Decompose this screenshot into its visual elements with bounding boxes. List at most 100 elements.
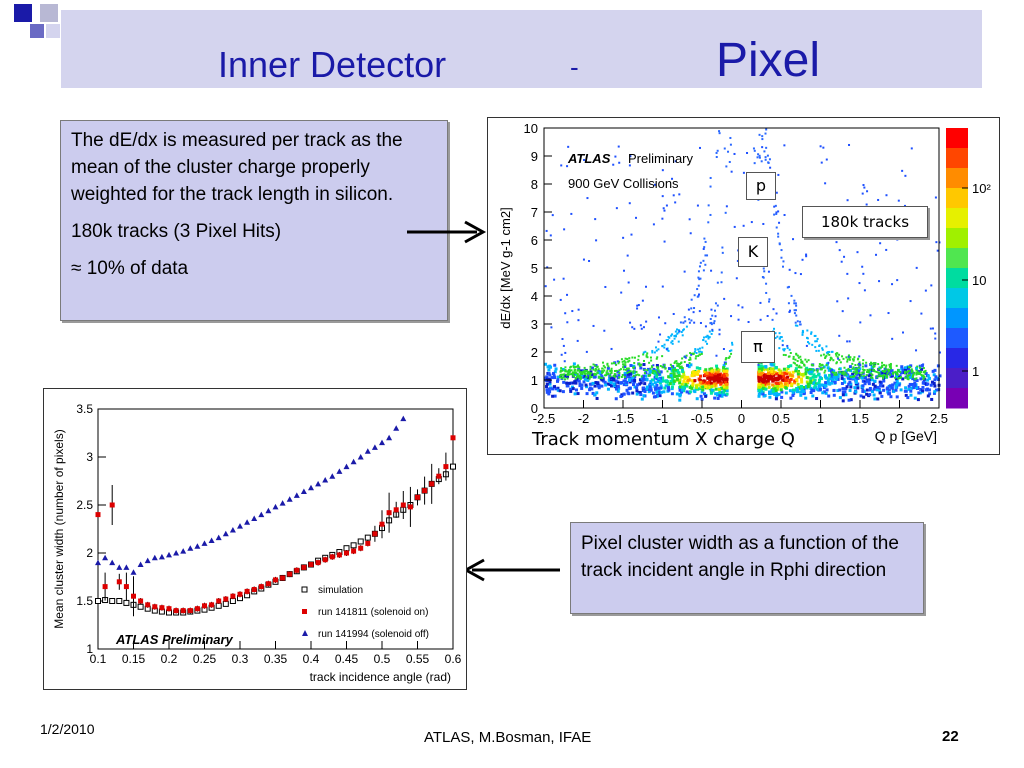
dedx-heat-point bbox=[714, 309, 717, 312]
dedx-heat-point bbox=[813, 378, 817, 382]
cw-point-solenoid-off bbox=[357, 454, 364, 460]
dedx-heat-point bbox=[644, 285, 647, 288]
dedx-heat-point bbox=[863, 369, 866, 372]
dedx-heat-point bbox=[589, 370, 593, 374]
dedx-heat-point bbox=[774, 204, 777, 207]
dedx-heat-point bbox=[774, 397, 778, 401]
dedx-heat-point bbox=[553, 385, 557, 389]
dedx-heat-point bbox=[858, 362, 861, 365]
dedx-heat-point bbox=[596, 384, 600, 388]
dedx-heat-point bbox=[724, 368, 728, 372]
dedx-heat-point bbox=[770, 391, 774, 395]
kaon-label: K bbox=[738, 237, 768, 267]
dedx-heat-point bbox=[835, 362, 838, 365]
cw-point-simulation bbox=[450, 463, 456, 470]
dedx-heat-point bbox=[567, 381, 571, 385]
dedx-heat-point bbox=[805, 253, 808, 256]
dedx-heat-point bbox=[765, 128, 768, 131]
dedx-heat-point bbox=[792, 381, 796, 385]
dedx-heat-point bbox=[721, 251, 724, 254]
dedx-x-tick-label: 1.5 bbox=[851, 411, 869, 426]
dedx-heat-point bbox=[628, 359, 631, 362]
dedx-heat-point bbox=[546, 266, 549, 269]
cw-point-solenoid-on bbox=[180, 608, 186, 614]
dedx-heat-point bbox=[649, 374, 652, 377]
dedx-heat-point bbox=[895, 380, 899, 384]
dedx-heat-point bbox=[625, 367, 628, 370]
dedx-heat-point bbox=[849, 376, 852, 379]
cw-point-solenoid-off bbox=[237, 523, 243, 529]
dedx-heat-point bbox=[763, 382, 767, 386]
cw-point-solenoid-off bbox=[194, 543, 201, 549]
dedx-heat-point bbox=[774, 381, 778, 385]
dedx-heat-point bbox=[615, 369, 618, 372]
dedx-heat-point bbox=[775, 384, 779, 388]
dedx-heat-point bbox=[632, 364, 636, 368]
dedx-heat-point bbox=[831, 378, 835, 382]
dedx-heat-point bbox=[716, 370, 720, 374]
dedx-heat-point bbox=[921, 374, 924, 377]
dedx-heat-point bbox=[848, 365, 852, 369]
dedx-heat-point bbox=[627, 375, 631, 379]
dedx-heat-point bbox=[769, 374, 773, 378]
dedx-heat-point bbox=[625, 372, 629, 376]
dedx-heat-point bbox=[642, 386, 646, 390]
dedx-heat-point bbox=[578, 366, 581, 369]
dedx-heat-point bbox=[824, 369, 827, 372]
dedx-heat-point bbox=[865, 374, 868, 377]
dedx-heat-point bbox=[904, 174, 907, 177]
dedx-heat-point bbox=[580, 371, 583, 374]
dedx-heat-point bbox=[627, 372, 631, 376]
colorbar-segment bbox=[946, 328, 968, 349]
dedx-heat-point bbox=[851, 367, 854, 370]
dedx-heat-point bbox=[799, 273, 802, 276]
dedx-heat-point bbox=[833, 380, 837, 384]
dedx-heat-point bbox=[858, 374, 862, 378]
colorbar-segment bbox=[946, 208, 968, 229]
dedx-heat-point bbox=[903, 372, 906, 375]
dedx-heat-point bbox=[838, 334, 841, 337]
dedx-heat-point bbox=[856, 251, 859, 254]
cw-point-solenoid-off bbox=[180, 548, 187, 554]
dedx-heat-point bbox=[859, 394, 863, 398]
dedx-heat-point bbox=[623, 375, 626, 378]
note-dedx-fraction: ≈ 10% of data bbox=[71, 258, 189, 279]
dedx-heat-point bbox=[815, 340, 818, 343]
dedx-heat-point bbox=[674, 330, 677, 333]
dedx-heat-point bbox=[623, 374, 627, 378]
dedx-heat-point bbox=[758, 156, 761, 159]
dedx-heat-point bbox=[862, 390, 866, 394]
dedx-heat-point bbox=[794, 369, 798, 373]
dedx-heat-point bbox=[881, 361, 884, 364]
dedx-heat-point bbox=[635, 392, 639, 396]
dedx-heat-point bbox=[657, 391, 661, 395]
dedx-heat-point bbox=[922, 367, 925, 370]
dedx-heat-point bbox=[560, 367, 563, 370]
dedx-heat-point bbox=[915, 366, 919, 370]
dedx-heat-point bbox=[648, 385, 652, 389]
dedx-heat-point bbox=[619, 394, 623, 398]
dedx-heat-point bbox=[761, 366, 765, 370]
dedx-heat-point bbox=[774, 332, 777, 335]
dedx-heat-point bbox=[896, 373, 899, 376]
dedx-heat-point bbox=[911, 374, 914, 377]
dedx-heat-point bbox=[928, 392, 932, 396]
dedx-heat-point bbox=[717, 377, 721, 381]
dedx-heat-point bbox=[601, 367, 604, 370]
cw-point-solenoid-off bbox=[151, 554, 158, 561]
dedx-heat-point bbox=[887, 388, 891, 392]
dedx-heat-point bbox=[638, 374, 641, 377]
cw-point-solenoid-off bbox=[166, 551, 172, 558]
dedx-heat-point bbox=[780, 336, 783, 339]
dedx-heat-point bbox=[793, 379, 797, 383]
dedx-heat-point bbox=[649, 356, 652, 359]
dedx-heat-point bbox=[632, 366, 635, 369]
dedx-heat-point bbox=[915, 373, 918, 376]
dedx-heat-point bbox=[665, 380, 669, 384]
dedx-heat-point bbox=[932, 382, 936, 386]
dedx-y-tick-label: 6 bbox=[531, 233, 538, 248]
dedx-heat-point bbox=[916, 372, 919, 375]
dedx-heat-point bbox=[722, 392, 726, 396]
dedx-heat-point bbox=[770, 369, 774, 373]
dedx-heat-point bbox=[775, 376, 779, 380]
